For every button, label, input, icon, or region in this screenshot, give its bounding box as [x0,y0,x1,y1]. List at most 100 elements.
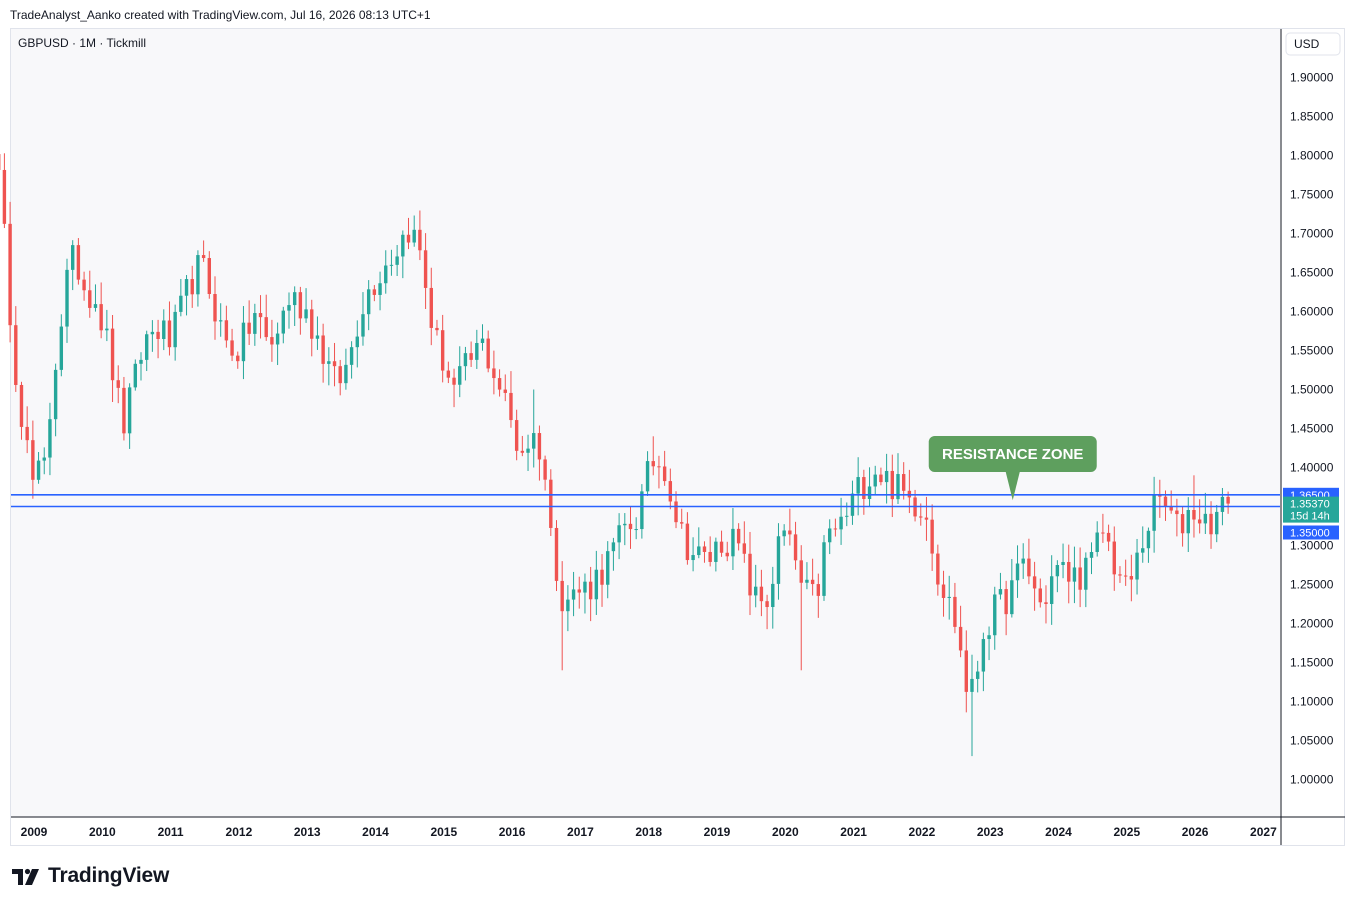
candle-body [224,320,229,341]
time-tick-label: 2009 [21,825,48,839]
candle-body [645,461,650,492]
candle-body [82,279,86,291]
candle-body [975,671,980,679]
tradingview-logo[interactable]: TradingView [12,864,169,888]
candle-body [53,369,58,420]
candle-body [332,361,337,367]
candle-body [127,387,132,434]
candle-body [327,361,331,364]
candle-body [1072,567,1077,582]
currency-button-label[interactable]: USD [1294,37,1320,51]
candle-body [742,543,747,554]
candle-body [901,474,906,491]
candle-body [99,304,103,331]
candle-body [628,523,633,530]
candle-body [361,314,365,337]
time-tick-label: 2010 [89,825,116,839]
candle-body [435,327,439,331]
tradingview-logo-icon [12,868,39,885]
candle-body [412,229,416,243]
candle-body [509,392,513,421]
candle-body [253,313,257,334]
candle-body [993,594,997,636]
candle-body [845,515,849,517]
candle-body [850,493,855,516]
candle-body [532,433,536,449]
candle-body [139,359,143,364]
candle-body [179,295,183,312]
bar-countdown-label: 15d 14h [1290,511,1330,523]
candle-body [691,555,695,561]
candle-body [378,283,382,295]
candle-body [315,335,320,339]
candle-body [492,368,496,379]
candle-body [167,320,172,348]
candle-body [258,313,263,318]
candle-body [896,474,900,500]
candle-body [657,466,661,468]
candle-body [71,245,75,270]
candle-body [827,528,832,543]
candle-body [497,378,502,390]
time-tick-label: 2016 [499,825,526,839]
candle-body [520,450,525,453]
candle-body [941,584,946,598]
candle-body [372,289,377,295]
candle-body [685,523,690,561]
candle-body [714,541,718,562]
candle-body [2,169,7,224]
candle-body [1112,541,1116,575]
candle-body [1129,576,1134,580]
candle-body [150,331,155,335]
candle-body [594,569,599,600]
price-tick-label: 1.60000 [1290,305,1334,319]
currency-button[interactable] [1285,32,1341,56]
candle-body [25,426,29,441]
candle-body [1061,561,1065,566]
candle-body [708,551,712,562]
candle-body [486,338,490,369]
candle-body [537,433,542,460]
candle-body [1135,552,1139,580]
candle-body [765,601,769,608]
candle-body [634,529,638,531]
candle-body [1163,496,1168,507]
time-tick-label: 2013 [294,825,321,839]
time-tick-label: 2023 [977,825,1004,839]
candle-series [0,153,1230,757]
time-tick-label: 2020 [772,825,799,839]
candle-body [810,579,815,585]
resistance-annotation[interactable]: RESISTANCE ZONE [928,436,1097,501]
candle-body [617,525,621,543]
annotation-text[interactable]: RESISTANCE ZONE [942,446,1083,463]
candle-body [600,569,604,585]
time-tick-label: 2022 [909,825,936,839]
time-tick-label: 2027 [1250,825,1277,839]
candle-body [384,265,388,284]
candle-body [1101,532,1105,534]
price-tick-label: 1.85000 [1290,110,1334,124]
annotation-box[interactable] [928,436,1097,472]
candle-body [668,481,673,502]
candle-body [8,223,12,326]
candle-body [799,560,803,583]
last-price-label: 1.35370 [1290,499,1330,511]
candle-body [1226,496,1230,504]
candle-body [1021,558,1025,564]
price-tick-label: 1.55000 [1290,344,1334,358]
candle-body [298,292,303,319]
symbol-title[interactable]: GBPUSD · 1M · Tickmill [18,36,146,50]
candle-body [14,325,18,385]
time-tick-label: 2011 [158,825,184,839]
candle-body [184,279,189,296]
price-tick-label: 1.75000 [1290,188,1334,202]
candle-body [1180,514,1185,534]
candle-body [822,542,826,596]
candle-body [213,294,217,322]
candle-body [884,470,889,483]
candle-body [953,596,957,627]
candle-body [105,328,109,331]
level-price-label: 1.35000 [1290,528,1330,540]
candle-body [662,466,667,482]
